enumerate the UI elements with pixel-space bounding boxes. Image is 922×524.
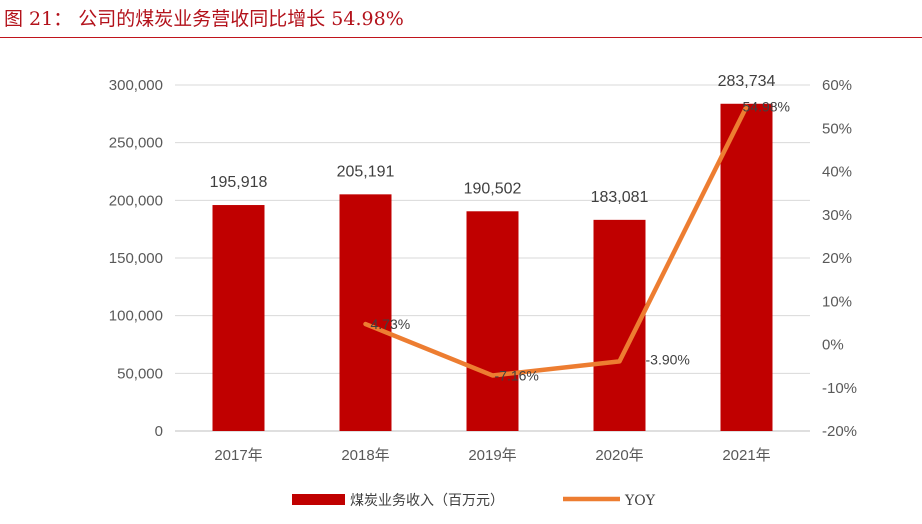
bar-value-label: 283,734 — [718, 73, 776, 90]
bar-value-label: 195,918 — [210, 174, 268, 191]
line-data-labels: 4.73% -7.16% -3.90% 54.98% — [371, 99, 790, 384]
left-tick-label: 150,000 — [109, 250, 163, 267]
yoy-value-label: 54.98% — [743, 99, 790, 115]
title-divider — [0, 37, 922, 38]
yoy-value-label: -3.90% — [646, 351, 690, 367]
left-tick-label: 300,000 — [109, 77, 163, 94]
line-series — [363, 104, 749, 378]
right-tick-label: 20% — [822, 250, 852, 267]
bar-data-labels: 195,918 205,191 190,502 183,081 283,734 — [210, 73, 776, 206]
yoy-value-label: 4.73% — [371, 316, 411, 332]
legend-bar-label: 煤炭业务收入（百万元） — [350, 493, 504, 509]
right-axis: -20% -10% 0% 10% 20% 30% 40% 50% 60% — [822, 77, 857, 440]
bar — [339, 194, 392, 431]
legend: 煤炭业务收入（百万元） YOY — [292, 493, 656, 509]
left-tick-label: 250,000 — [109, 135, 163, 152]
bar-value-label: 183,081 — [591, 189, 649, 206]
left-tick-label: 200,000 — [109, 192, 163, 209]
bar-value-label: 205,191 — [337, 163, 395, 180]
category-label: 2017年 — [214, 447, 262, 464]
left-tick-label: 0 — [155, 423, 163, 440]
category-label: 2020年 — [595, 447, 643, 464]
category-axis: 2017年 2018年 2019年 2020年 2021年 — [214, 447, 770, 464]
right-tick-label: 40% — [822, 164, 852, 181]
legend-bar-swatch — [292, 494, 345, 505]
legend-line-label: YOY — [624, 493, 656, 509]
left-tick-label: 50,000 — [117, 365, 163, 382]
figure-title: 图 21： 公司的煤炭业务营收同比增长 54.98% — [4, 8, 404, 30]
right-tick-label: -20% — [822, 423, 857, 440]
category-label: 2021年 — [722, 447, 770, 464]
right-tick-label: -10% — [822, 380, 857, 397]
yoy-line — [363, 104, 749, 378]
category-label: 2018年 — [341, 447, 389, 464]
bar — [466, 211, 519, 431]
bar — [212, 205, 265, 431]
left-axis: 0 50,000 100,000 150,000 200,000 250,000 300,0… — [109, 77, 163, 440]
category-label: 2019年 — [468, 447, 516, 464]
right-tick-label: 60% — [822, 77, 852, 94]
yoy-value-label: -7.16% — [495, 367, 539, 383]
right-tick-label: 30% — [822, 207, 852, 224]
bar-series — [212, 103, 773, 431]
right-tick-label: 0% — [822, 337, 844, 354]
right-tick-label: 50% — [822, 120, 852, 137]
right-tick-label: 10% — [822, 293, 852, 310]
bar-value-label: 190,502 — [464, 180, 522, 197]
bar — [720, 103, 773, 431]
left-tick-label: 100,000 — [109, 308, 163, 325]
